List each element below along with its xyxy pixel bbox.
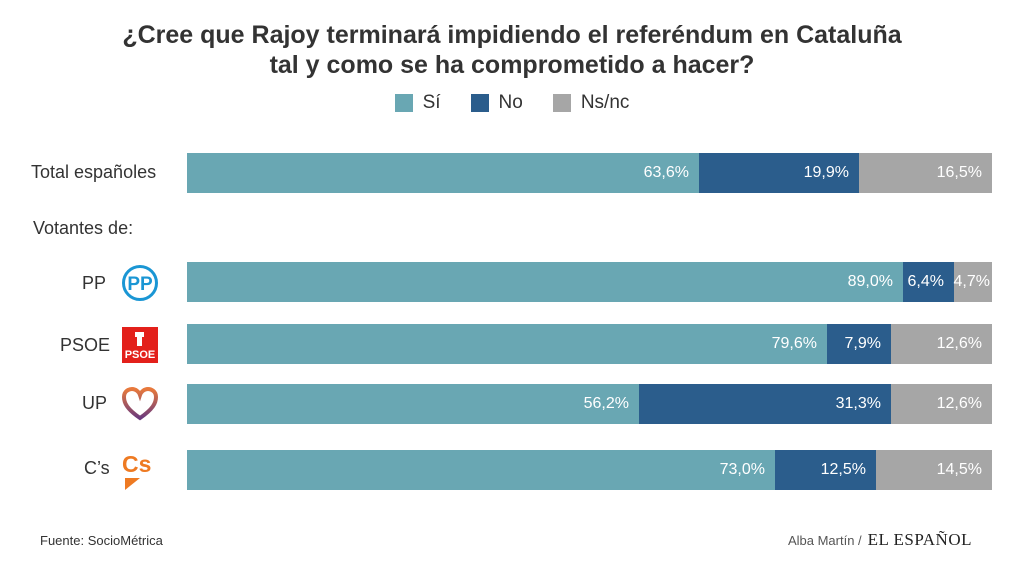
data-label-total-no: 19,9% xyxy=(803,164,849,181)
bar-row-psoe: 79,6% 7,9% 12,6% xyxy=(187,324,992,364)
bar-row-total: 63,6% 19,9% 16,5% xyxy=(187,153,992,193)
psoe-logo-icon: PSOE xyxy=(122,327,158,363)
bar-segment-psoe-nsnc: 12,6% xyxy=(891,324,992,364)
bar-segment-up-si: 56,2% xyxy=(187,384,639,424)
data-label-total-si: 63,6% xyxy=(643,164,689,181)
bar-segment-cs-si: 73,0% xyxy=(187,450,775,490)
bar-segment-total-si: 63,6% xyxy=(187,153,699,193)
source-note: Fuente: SocioMétrica xyxy=(40,533,163,548)
source-value: SocioMétrica xyxy=(87,533,163,548)
author-credit: Alba Martín / xyxy=(787,533,862,548)
legend-item-si: Sí xyxy=(394,92,441,114)
data-label-pp-nsnc: 4,7% xyxy=(953,273,990,290)
bar-segment-pp-nsnc: 4,7% xyxy=(954,262,992,302)
data-label-pp-no: 6,4% xyxy=(907,273,944,290)
legend: Sí No Ns/nc xyxy=(0,92,1024,114)
category-label-cs: C’s xyxy=(84,458,110,478)
category-label-pp: PP xyxy=(82,273,107,293)
legend-swatch-si xyxy=(394,94,413,112)
data-label-cs-si: 73,0% xyxy=(719,461,765,478)
psoe-logo-text: PSOE xyxy=(125,349,156,361)
legend-swatch-nsnc xyxy=(552,94,571,112)
data-label-total-nsnc: 16,5% xyxy=(936,164,982,181)
bar-segment-cs-nsnc: 14,5% xyxy=(876,450,992,490)
bar-segment-psoe-no: 7,9% xyxy=(827,324,891,364)
data-label-psoe-nsnc: 12,6% xyxy=(936,335,982,352)
data-label-up-si: 56,2% xyxy=(583,395,629,412)
bar-segment-up-nsnc: 12,6% xyxy=(891,384,992,424)
category-label-up: UP xyxy=(82,393,108,413)
bar-row-pp: 89,0% 6,4% 4,7% xyxy=(187,262,992,302)
cs-logo-text: Cs xyxy=(122,451,151,477)
source-label: Fuente: xyxy=(40,533,85,548)
data-label-psoe-si: 79,6% xyxy=(771,335,817,352)
category-label-psoe: PSOE xyxy=(60,335,111,355)
brand-logo-text: EL ESPAÑOL xyxy=(867,530,972,549)
up-heart-icon xyxy=(121,386,159,421)
chart-title-line-2: tal y como se ha comprometido a hacer? xyxy=(269,51,755,79)
cs-logo-icon: Cs xyxy=(122,451,151,490)
data-label-psoe-no: 7,9% xyxy=(844,335,881,352)
data-label-cs-no: 12,5% xyxy=(820,461,866,478)
bar-segment-cs-no: 12,5% xyxy=(775,450,876,490)
legend-item-no: No xyxy=(470,92,523,114)
bar-row-cs: 73,0% 12,5% 14,5% xyxy=(187,450,992,490)
chart-title: ¿Cree que Rajoy terminará impidiendo el … xyxy=(0,20,1024,80)
data-label-pp-si: 89,0% xyxy=(847,273,893,290)
pp-logo-text: PP xyxy=(127,274,153,295)
bar-segment-pp-no: 6,4% xyxy=(903,262,954,302)
legend-label-si: Sí xyxy=(422,92,441,113)
pp-logo-icon: PP xyxy=(122,265,158,301)
credit: Alba Martín / EL ESPAÑOL xyxy=(788,530,972,550)
legend-swatch-no xyxy=(470,94,489,112)
legend-label-nsnc: Ns/nc xyxy=(580,92,630,113)
legend-item-nsnc: Ns/nc xyxy=(552,92,630,114)
data-label-up-no: 31,3% xyxy=(835,395,881,412)
data-label-cs-nsnc: 14,5% xyxy=(936,461,982,478)
bar-segment-total-nsnc: 16,5% xyxy=(859,153,992,193)
category-label-total: Total españoles xyxy=(31,162,157,182)
bar-segment-pp-si: 89,0% xyxy=(187,262,903,302)
bar-row-up: 56,2% 31,3% 12,6% xyxy=(187,384,992,424)
legend-label-no: No xyxy=(498,92,523,113)
group-label-votantes: Votantes de: xyxy=(33,218,134,238)
chart-title-line-1: ¿Cree que Rajoy terminará impidiendo el … xyxy=(122,21,902,49)
bar-segment-psoe-si: 79,6% xyxy=(187,324,827,364)
bar-segment-up-no: 31,3% xyxy=(639,384,891,424)
data-label-up-nsnc: 12,6% xyxy=(936,395,982,412)
bar-segment-total-no: 19,9% xyxy=(699,153,859,193)
